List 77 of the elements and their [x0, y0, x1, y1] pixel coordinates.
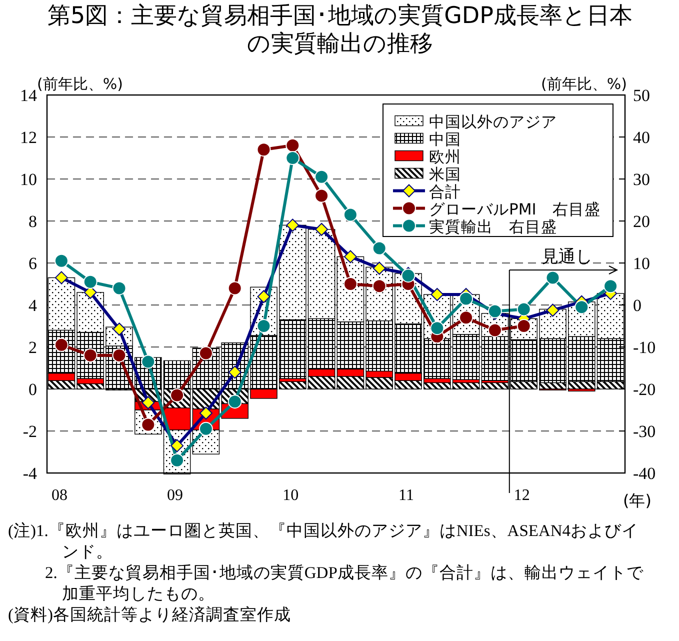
point — [198, 346, 213, 360]
text: 2.『主要な貿易相手国･地域の実質GDP成長率』の『合計』は、輸出ウェイトで加重平均したもの。 — [44, 562, 644, 604]
point — [372, 241, 386, 256]
y-tick-label: 12 — [20, 128, 37, 147]
point — [170, 453, 184, 468]
point — [286, 151, 300, 165]
point — [372, 279, 386, 294]
y-tick-label: -4 — [22, 464, 38, 483]
y2-tick-label: 0 — [633, 296, 642, 315]
point — [372, 262, 386, 275]
legend-label: 欧州 — [429, 148, 461, 166]
y2-tick-label: 50 — [633, 86, 650, 105]
point — [286, 138, 300, 152]
point — [401, 268, 416, 283]
point — [286, 218, 300, 232]
point — [112, 322, 126, 336]
x-tick-label: 11 — [398, 487, 414, 504]
annotation: 見通し — [542, 247, 593, 267]
y2-tick-label: -20 — [633, 380, 656, 399]
y2-tick-label: -30 — [633, 422, 656, 441]
legend-label: 中国 — [429, 130, 461, 148]
text: (資料)各国統計等より経済調査室作成 — [7, 604, 292, 625]
x-tick-label: 12 — [514, 487, 530, 504]
point — [604, 279, 618, 294]
point — [314, 188, 329, 203]
point — [546, 270, 560, 285]
point — [198, 422, 213, 436]
y-tick-label: 6 — [28, 254, 37, 273]
x-axis-title: (年) — [623, 491, 652, 510]
point — [256, 142, 271, 157]
y-tick-label: 2 — [28, 338, 37, 357]
y2-tick-label: 40 — [633, 128, 650, 147]
point — [430, 321, 444, 336]
y2-tick-label: 10 — [633, 254, 650, 273]
y2-axis-title: (前年比、%) — [541, 75, 627, 93]
y2-tick-label: 20 — [633, 212, 650, 231]
point — [344, 250, 357, 264]
point — [54, 271, 68, 284]
point — [141, 354, 156, 369]
point — [83, 274, 98, 289]
y-tick-label: 4 — [28, 296, 38, 315]
point — [314, 170, 329, 184]
y-axis-title: (前年比、%) — [37, 75, 123, 93]
y2-tick-label: 30 — [633, 170, 650, 189]
point — [142, 396, 155, 410]
point — [256, 319, 271, 333]
y-tick-label: 0 — [28, 380, 37, 399]
point — [546, 304, 560, 317]
x-tick-label: 08 — [51, 487, 68, 504]
point — [112, 348, 126, 362]
point — [574, 300, 589, 314]
point — [343, 208, 358, 222]
y-tick-label: 14 — [20, 86, 38, 105]
y2-tick-label: -40 — [633, 464, 656, 483]
legend-label: 実質輸出 右目盛 — [429, 218, 557, 236]
y-tick-label: 10 — [20, 170, 37, 189]
legend-label: 合計 — [429, 182, 461, 201]
x-tick-label: 09 — [167, 487, 184, 504]
y-tick-label: 8 — [28, 212, 37, 231]
point — [488, 304, 502, 318]
point — [315, 222, 328, 236]
chart-title: 第5図：主要な貿易相手国･地域の実質GDP成長率と日本の実質輸出の推移 — [46, 2, 634, 58]
x-tick-label: 10 — [282, 487, 299, 504]
point — [112, 281, 126, 296]
legend-label: 米国 — [429, 165, 461, 184]
point — [516, 302, 531, 316]
point — [459, 292, 474, 306]
legend-label: グローバルPMI 右目盛 — [429, 200, 600, 218]
point — [343, 277, 358, 291]
point — [257, 290, 270, 304]
y2-tick-label: -10 — [633, 338, 656, 357]
point — [54, 254, 68, 268]
y-tick-label: -2 — [22, 422, 37, 441]
text: (注)1.『欧州』はユーロ圏と英国、『中国以外のアジア』はNIEs、ASEAN4およびインド。 — [7, 520, 640, 562]
point — [228, 281, 242, 296]
point — [430, 288, 444, 301]
legend-label: 中国以外のアジア — [429, 112, 557, 131]
